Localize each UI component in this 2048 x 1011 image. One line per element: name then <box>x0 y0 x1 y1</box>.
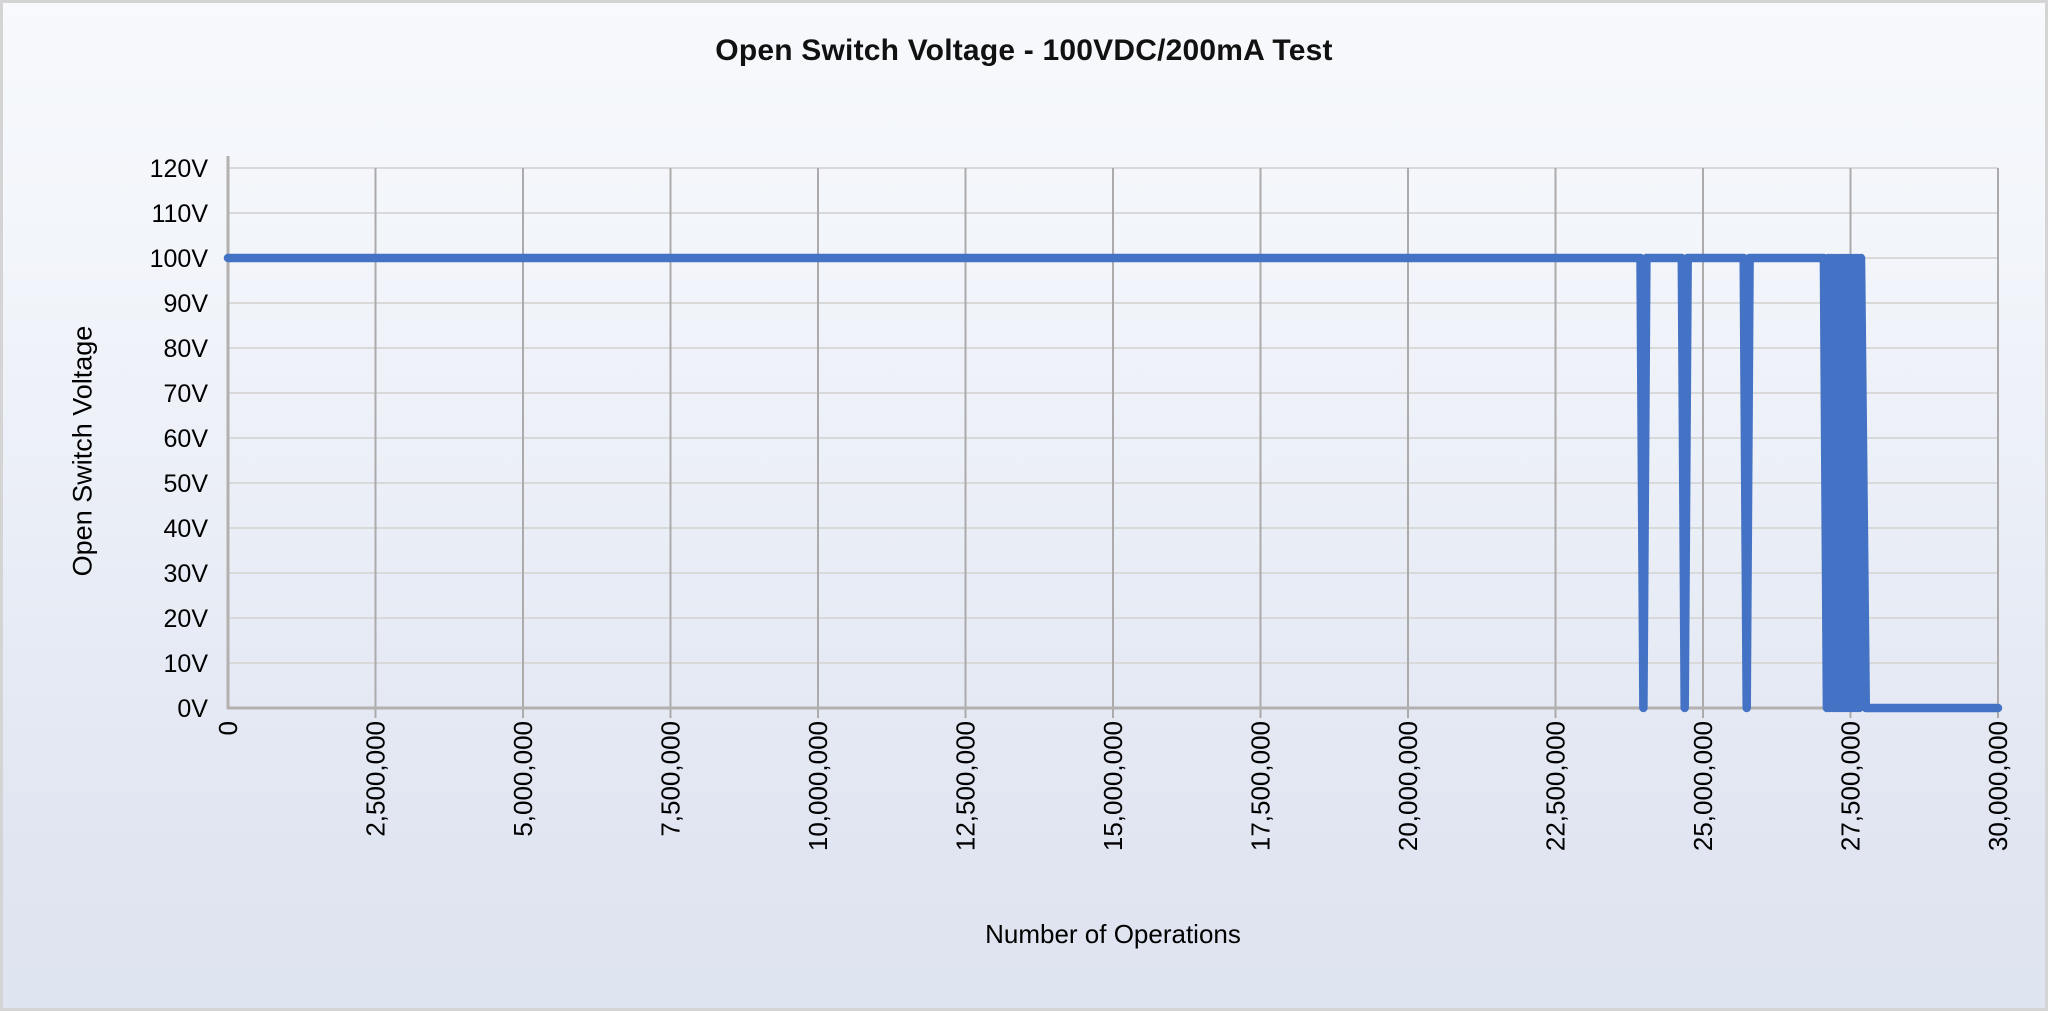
x-tick-label: 10,000,000 <box>803 721 833 851</box>
x-tick-label: 5,000,000 <box>508 721 538 837</box>
x-tick-label: 7,500,000 <box>656 721 686 837</box>
y-tick-label: 30V <box>164 560 209 588</box>
x-tick-label: 0 <box>213 721 243 735</box>
x-tick-label: 12,500,000 <box>951 721 981 851</box>
y-tick-label: 60V <box>164 425 209 453</box>
x-tick-label: 25,000,000 <box>1688 721 1718 851</box>
y-tick-label: 0V <box>177 695 208 723</box>
x-tick-label: 17,500,000 <box>1246 721 1276 851</box>
y-tick-label: 120V <box>150 155 209 183</box>
y-tick-label: 100V <box>150 245 209 273</box>
y-tick-label: 70V <box>164 380 209 408</box>
chart-title: Open Switch Voltage - 100VDC/200mA Test <box>715 34 1333 67</box>
y-tick-label: 80V <box>164 335 209 363</box>
series-line <box>223 253 2003 713</box>
y-tick-label: 110V <box>151 200 208 228</box>
x-tick-label: 22,500,000 <box>1541 721 1571 851</box>
y-tick-label: 20V <box>164 605 209 633</box>
x-tick-label: 15,000,000 <box>1098 721 1128 851</box>
chart-canvas: 0V 10V 20V 30V 40V 50V 60V 70V 80V 90V 100V 110V 120… <box>150 155 2013 851</box>
x-tick-label: 27,500,000 <box>1836 721 1866 851</box>
y-tick-label: 90V <box>164 290 209 318</box>
y-tick-label: 50V <box>164 470 209 498</box>
x-tick-label: 30,000,000 <box>1983 721 2013 851</box>
x-tick-label: 20,000,000 <box>1393 721 1423 851</box>
y-tick-label: 40V <box>164 515 209 543</box>
y-tick-label: 10V <box>164 650 209 678</box>
x-tick-label: 2,500,000 <box>361 721 391 837</box>
x-axis-title: Number of Operations <box>985 919 1241 949</box>
